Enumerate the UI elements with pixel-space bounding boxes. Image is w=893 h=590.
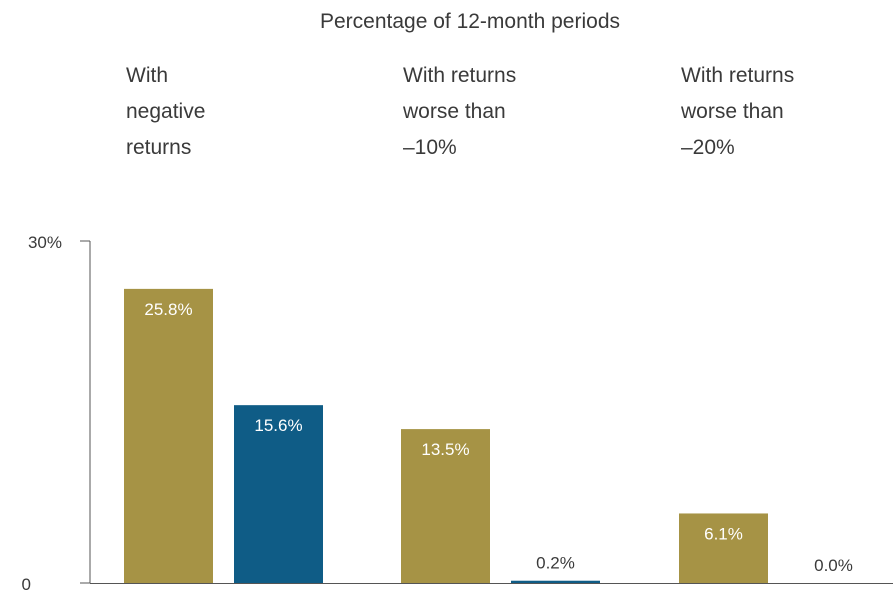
bar-value-label: 6.1% [704, 524, 743, 543]
category-label-line: –10% [403, 136, 457, 159]
y-axis-ticks: 0 30% [22, 233, 90, 590]
bar-value-label: 0.2% [536, 554, 575, 573]
category-label-line: With [126, 64, 168, 87]
bar [511, 580, 600, 583]
bar-value-label: 13.5% [421, 440, 469, 459]
category-label-line: negative [126, 100, 205, 123]
bar [124, 288, 213, 583]
bar-value-label: 25.8% [144, 300, 192, 319]
category-label-line: –20% [681, 136, 735, 159]
bars [124, 288, 768, 583]
category-label: With returns worse than –20% [680, 64, 794, 159]
axes [89, 241, 893, 584]
category-label-line: returns [126, 136, 191, 159]
bar [679, 513, 768, 583]
group-labels: With negative returns With returns worse tha… [126, 64, 794, 159]
y-tick-label: 0 [22, 575, 31, 590]
category-label-line: With returns [681, 64, 794, 87]
bar-value-labels: 25.8% 13.5% 6.1% 15.6% 0.2% 0.0% [144, 300, 852, 575]
bar-value-label: 0.0% [814, 556, 853, 575]
category-label-line: worse than [680, 100, 784, 123]
bar [401, 429, 490, 583]
bar-value-label: 15.6% [254, 416, 302, 435]
category-label-line: worse than [402, 100, 506, 123]
category-label: With returns worse than –10% [402, 64, 516, 159]
bar [234, 405, 323, 583]
y-tick-label: 30% [28, 233, 62, 252]
chart-heading: Percentage of 12-month periods [320, 10, 620, 33]
category-label: With negative returns [126, 64, 205, 159]
category-label-line: With returns [403, 64, 516, 87]
